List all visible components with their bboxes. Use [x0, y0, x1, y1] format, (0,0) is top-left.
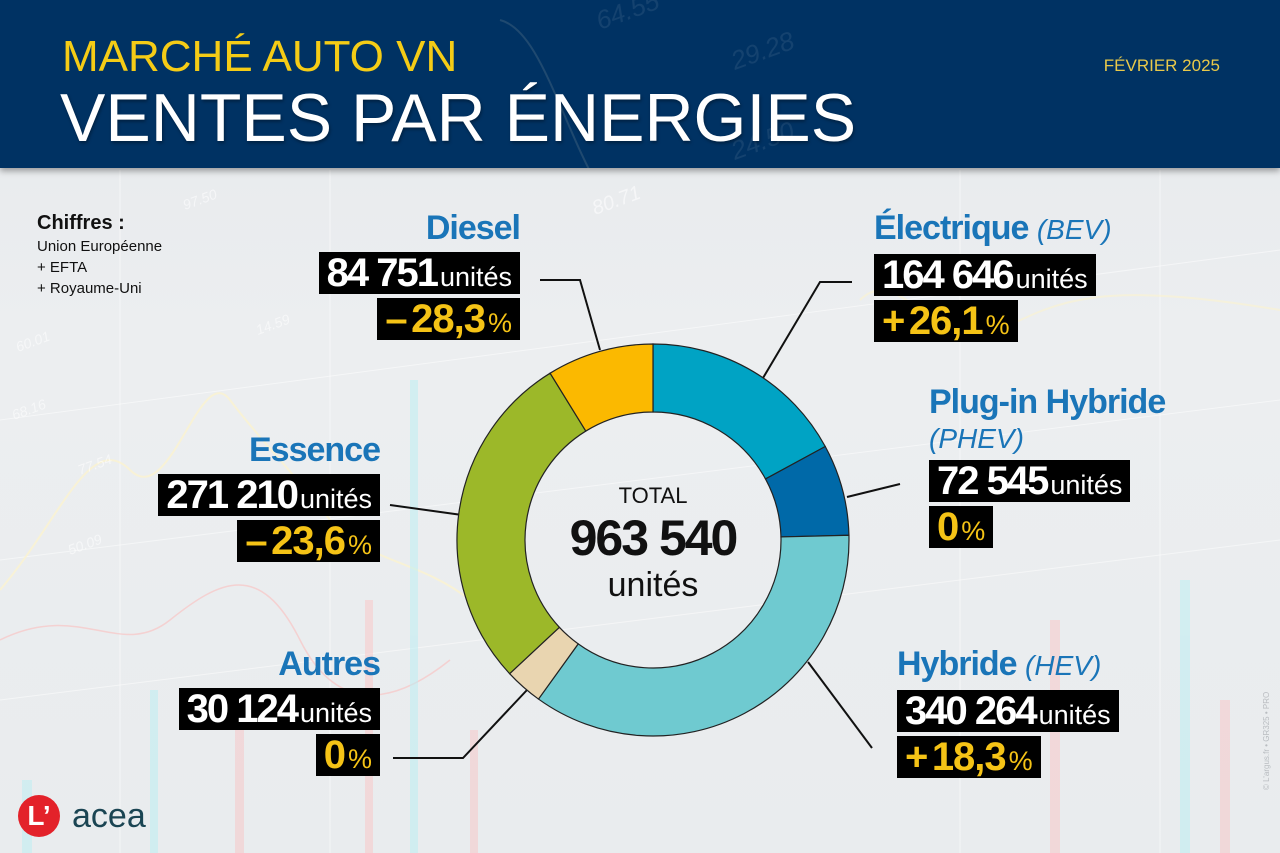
scope-line: + Royaume-Uni: [37, 280, 142, 297]
pct-label: %: [487, 308, 512, 338]
change-value: 23,6: [271, 519, 346, 563]
units-label: unités: [299, 484, 372, 514]
category-electrique: Électrique (BEV) 164 646 unités + 26,1%: [874, 208, 1112, 342]
scope-line: + EFTA: [37, 259, 88, 276]
units-value: 164 646: [882, 253, 1015, 297]
donut-center: TOTAL 963 540 unités: [553, 482, 753, 604]
category-sub: (PHEV): [929, 423, 1024, 454]
change-value: 0: [937, 505, 959, 549]
change-sign: –: [245, 519, 267, 563]
units-value: 84 751: [326, 251, 439, 295]
scope-line: Union Européenne: [37, 238, 163, 255]
pct-label: %: [1008, 746, 1033, 776]
header-decoration: 64.55 29.28 24.50: [499, 0, 799, 168]
category-essence: Essence 271 210 unités – 23,6%: [128, 430, 381, 562]
category-name: Plug-in Hybride: [929, 383, 1166, 421]
donut-segment: [537, 534, 850, 737]
pct-label: %: [985, 310, 1010, 340]
category-name: Électrique: [874, 209, 1029, 247]
scope-title: Chiffres :: [37, 212, 125, 234]
change-box: + 26,1%: [874, 300, 1018, 342]
category-autres: Autres 30 124 unités 0%: [140, 644, 381, 777]
units-label: unités: [299, 698, 372, 728]
units-box: 164 646 unités: [874, 254, 1096, 296]
total-label: TOTAL: [618, 483, 688, 508]
category-phev: Plug-in Hybride (PHEV) 72 545 unités 0%: [929, 382, 1166, 549]
units-label: unités: [1038, 700, 1111, 730]
units-box: 72 545 unités: [929, 459, 1131, 503]
acea-logo: acea: [72, 797, 146, 835]
change-sign: +: [905, 735, 928, 779]
units-box: 84 751 unités: [318, 251, 520, 295]
page-title: VENTES PAR ÉNERGIES: [60, 80, 857, 156]
change-value: 26,1: [908, 299, 984, 343]
change-box: 0%: [929, 505, 994, 549]
units-label: unités: [439, 262, 512, 292]
pct-label: %: [961, 516, 986, 546]
units-value: 271 210: [166, 473, 299, 517]
change-sign: –: [385, 297, 407, 341]
units-label: unités: [1050, 470, 1123, 500]
title-top: MARCHÉ AUTO VN: [62, 32, 458, 81]
units-value: 340 264: [905, 689, 1038, 733]
category-name: Autres: [278, 645, 381, 683]
change-value: 0: [323, 733, 346, 777]
logo-group: L’ acea: [18, 795, 146, 837]
category-name: Essence: [249, 431, 381, 469]
category-hev: Hybride (HEV) 340 264 unités + 18,3%: [897, 644, 1119, 778]
donut-segment: [652, 343, 827, 480]
header-banner: 64.55 29.28 24.50 MARCHÉ AUTO VN VENTES …: [0, 0, 1280, 168]
largus-logo: L’: [18, 795, 60, 837]
units-value: 30 124: [186, 687, 299, 731]
donut-segments: [456, 343, 850, 737]
change-box: – 23,6%: [237, 520, 380, 562]
report-date: FÉVRIER 2025: [1103, 56, 1220, 75]
category-name: Diesel: [425, 209, 521, 247]
total-value: 963 540: [569, 510, 739, 566]
donut-segment: [456, 372, 587, 675]
units-box: 340 264 unités: [897, 690, 1119, 732]
donut-segment: [549, 343, 654, 432]
change-box: – 28,3%: [377, 298, 520, 340]
pct-label: %: [347, 530, 372, 560]
change-sign: +: [882, 299, 905, 343]
category-name: Hybride: [897, 645, 1018, 683]
category-sub: (HEV): [1025, 650, 1102, 681]
change-box: 0%: [315, 733, 380, 777]
units-box: 271 210 unités: [158, 474, 380, 516]
leader-lines: [389, 279, 901, 759]
change-value: 18,3: [931, 735, 1007, 779]
category-diesel: Diesel 84 751 unités – 28,3%: [286, 208, 521, 340]
total-unit: unités: [607, 566, 699, 604]
units-label: unités: [1015, 264, 1088, 294]
pct-label: %: [347, 744, 372, 774]
category-sub: (BEV): [1036, 214, 1112, 245]
copyright-credit: © L’argus.fr • GR325 • PRO: [1262, 691, 1271, 790]
units-box: 30 124 unités: [178, 687, 380, 731]
change-value: 28,3: [411, 297, 486, 341]
units-value: 72 545: [937, 459, 1049, 503]
change-box: + 18,3%: [897, 736, 1041, 778]
scope-note: Chiffres : Union Européenne + EFTA + Roy…: [37, 210, 162, 299]
